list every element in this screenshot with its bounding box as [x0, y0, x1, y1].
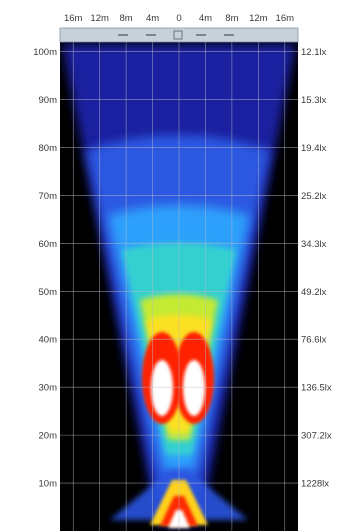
illuminance-labels: 12.1lx 15.3lx 19.4lx 25.2lx 34.3lx 49.2lx 76.6… [301, 47, 332, 489]
illuminance-label: 15.3lx [301, 95, 327, 106]
y-tick-label: 100m [33, 47, 57, 58]
x-tick-label: 8m [120, 13, 133, 24]
x-tick-label: 4m [146, 13, 159, 24]
y-tick-labels: 100m 90m 80m 70m 60m 50m 40m 30m 20m 10m [33, 47, 57, 489]
y-tick-label: 60m [39, 239, 58, 250]
x-tick-label: 12m [249, 13, 268, 24]
illuminance-label: 307.2lx [301, 431, 332, 442]
x-tick-label: 4m [199, 13, 212, 24]
x-tick-label: 0 [176, 13, 181, 24]
illuminance-label: 34.3lx [301, 239, 327, 250]
y-tick-label: 30m [39, 383, 58, 394]
illuminance-label: 76.6lx [301, 335, 327, 346]
illuminance-label: 12.1lx [301, 47, 327, 58]
y-tick-label: 20m [39, 431, 58, 442]
illuminance-label: 136.5lx [301, 383, 332, 394]
hotspot-left-white [151, 360, 173, 416]
hotspot-right-white [183, 360, 205, 416]
top-header-strip [60, 28, 298, 42]
y-tick-label: 70m [39, 191, 58, 202]
illuminance-label: 19.4lx [301, 143, 327, 154]
x-tick-label: 16m [64, 13, 83, 24]
illuminance-label: 25.2lx [301, 191, 327, 202]
illuminance-label: 49.2lx [301, 287, 327, 298]
y-tick-label: 40m [39, 335, 58, 346]
x-tick-labels: 16m 12m 8m 4m 0 4m 8m 12m 16m [64, 13, 294, 24]
illuminance-label: 1228lx [301, 479, 329, 490]
y-tick-label: 50m [39, 287, 58, 298]
y-tick-label: 10m [39, 479, 58, 490]
x-tick-label: 12m [90, 13, 109, 24]
x-tick-label: 16m [276, 13, 295, 24]
y-tick-label: 90m [39, 95, 58, 106]
y-tick-label: 80m [39, 143, 58, 154]
x-tick-label: 8m [225, 13, 238, 24]
